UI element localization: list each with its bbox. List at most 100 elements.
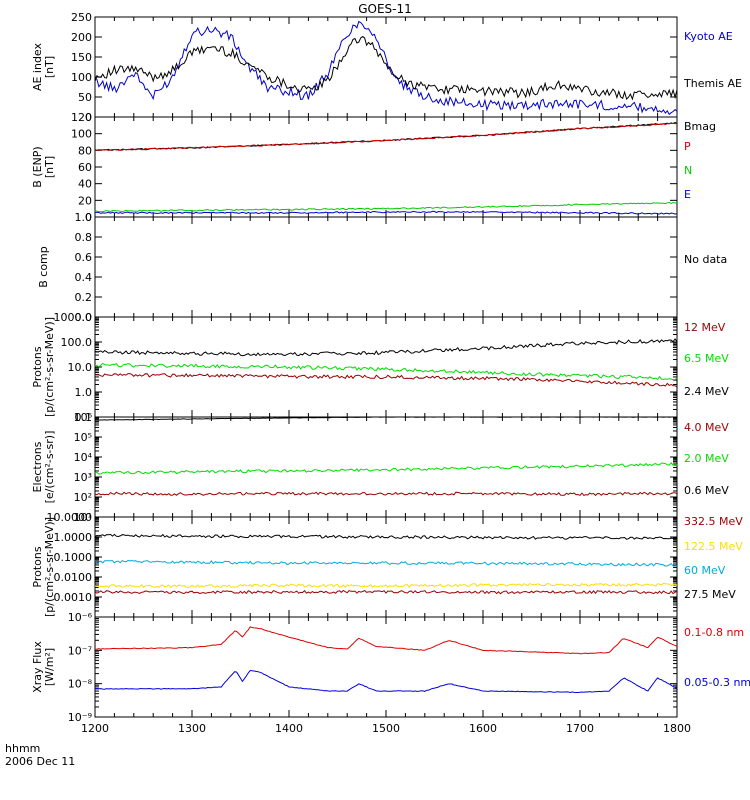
- y-axis-label: [nT]: [43, 56, 56, 78]
- y-tick-label: 150: [71, 51, 92, 64]
- x-tick-label: 1800: [663, 722, 691, 735]
- y-tick-label: 10⁻⁷: [68, 644, 92, 657]
- legend-label: No data: [684, 253, 727, 266]
- y-tick-label: 20: [78, 194, 92, 207]
- legend-label: 2.4 MeV: [684, 385, 729, 398]
- series-line: [94, 582, 678, 589]
- legend-label: 6.5 MeV: [684, 352, 729, 365]
- legend-label: N: [684, 164, 692, 177]
- legend-label: Kyoto AE: [684, 30, 733, 43]
- x-tick-label: 1300: [178, 722, 206, 735]
- panel-frame: [94, 316, 678, 418]
- series-line: [95, 210, 678, 215]
- series-line: [94, 669, 678, 694]
- series-line: [94, 533, 678, 540]
- legend-label: 332.5 MeV: [684, 515, 743, 528]
- legend-label: 4.0 MeV: [684, 421, 729, 434]
- series-line: [94, 362, 678, 381]
- x-tick-label: 1600: [469, 722, 497, 735]
- y-tick-label: 100.0: [61, 336, 93, 349]
- legend-label: 2.0 MeV: [684, 452, 729, 465]
- series-line: [94, 122, 678, 152]
- date-label: 2006 Dec 11: [5, 755, 75, 768]
- legend-label: 60 MeV: [684, 564, 726, 577]
- panel-frame: [94, 516, 678, 618]
- y-tick-label: 60: [78, 161, 92, 174]
- legend-label: 27.5 MeV: [684, 588, 736, 601]
- y-axis-label: Protons: [31, 546, 44, 587]
- y-tick-label: 10⁵: [74, 431, 92, 444]
- series-line: [94, 373, 678, 388]
- series-line: [94, 589, 678, 595]
- series-line: [94, 338, 678, 357]
- legend-label: Bmag: [684, 120, 716, 133]
- y-tick-label: 0.4: [75, 271, 93, 284]
- time-axis-label: hhmm: [5, 742, 40, 755]
- x-tick-label: 1400: [275, 722, 303, 735]
- y-tick-label: 1.0000: [54, 531, 93, 544]
- legend-label: Themis AE: [683, 77, 742, 90]
- series-line: [94, 121, 678, 151]
- y-axis-label: AE index: [31, 42, 44, 91]
- series-line: [94, 20, 678, 116]
- y-tick-label: 10¹: [74, 511, 92, 524]
- y-tick-label: 1.0: [75, 386, 93, 399]
- legend-label: 122.5 MeV: [684, 540, 743, 553]
- y-axis-label: B (ENP): [31, 146, 44, 187]
- series-line: [94, 35, 678, 101]
- y-tick-label: 10⁻⁸: [68, 678, 93, 691]
- y-tick-label: 100: [71, 128, 92, 141]
- legend-label: E: [684, 188, 691, 201]
- y-tick-label: 1.0: [75, 211, 93, 224]
- y-axis-label: [p/(cm²-s-sr-MeV)]: [43, 317, 56, 417]
- panel-2: 0 20 40 60 80 100 120 B (ENP) [nT] Bmag PNE: [31, 111, 716, 224]
- y-tick-label: 0.1000: [54, 551, 93, 564]
- legend-label: 0.1-0.8 nm: [684, 626, 744, 639]
- y-tick-label: 0.0010: [54, 591, 93, 604]
- y-tick-label: 0: [85, 111, 92, 124]
- panel-1: 0 50 100 150 200 250 AE index [nT] Kyoto AE Themi…: [31, 11, 742, 124]
- plot-title: GOES-11: [358, 2, 412, 16]
- y-tick-label: 10⁻⁹: [68, 711, 92, 724]
- y-tick-label: 0: [85, 211, 92, 224]
- panel-4: 0.1 1.0 10.0 100.0 1000.0 Protons [p/(cm²-s-sr…: [31, 311, 729, 424]
- y-axis-label: [e/(cm²-s-sr)]: [43, 431, 56, 504]
- x-tick-label: 1500: [372, 722, 400, 735]
- y-axis-label: [nT]: [43, 156, 56, 178]
- y-tick-label: 10²: [74, 491, 92, 504]
- legend-label: 0.6 MeV: [684, 484, 729, 497]
- series-line: [94, 491, 678, 497]
- legend-label: 0.05-0.3 nm: [684, 676, 750, 689]
- y-tick-label: 200: [71, 31, 92, 44]
- panel-5: 10¹ 10² 10³ 10⁴ 10⁵ 10⁶ Electrons [e/(cm²-s-sr)…: [31, 411, 729, 524]
- panel-7: 10⁻⁹ 10⁻⁸ 10⁻⁷ 10⁻⁶ Xray Flux [W/m²] 0.1-0.8 n…: [31, 611, 750, 724]
- y-tick-label: 0.6: [75, 251, 93, 264]
- y-tick-label: 40: [78, 178, 92, 191]
- panel-frame: [94, 116, 678, 218]
- panel-3: 0.0 0.2 0.4 0.6 0.8 1.0 B comp No data: [37, 211, 727, 324]
- y-tick-label: 10⁶: [74, 411, 93, 424]
- y-tick-label: 0.1: [75, 411, 93, 424]
- y-tick-label: 0.2: [75, 291, 93, 304]
- y-axis-label: Protons: [31, 346, 44, 387]
- y-axis-label: B comp: [37, 246, 50, 288]
- series-line: [94, 461, 678, 475]
- panel-6: 0.0010 0.0100 0.1000 1.0000 10.0000 Protons [p…: [31, 511, 743, 618]
- y-axis-label: Electrons: [31, 441, 44, 492]
- panel-frame: [94, 16, 678, 118]
- y-tick-label: 0.0: [75, 311, 93, 324]
- y-tick-label: 1000.0: [54, 311, 93, 324]
- y-tick-label: 10⁻⁶: [68, 611, 93, 624]
- y-axis-label: [W/m²]: [43, 648, 56, 686]
- x-tick-label: 1700: [566, 722, 594, 735]
- panel-frame: [94, 616, 678, 718]
- series-line: [94, 559, 678, 567]
- y-tick-label: 250: [71, 11, 92, 24]
- y-tick-label: 0.8: [75, 231, 93, 244]
- series-line: [95, 416, 677, 421]
- y-tick-label: 100: [71, 71, 92, 84]
- y-tick-label: 120: [71, 111, 92, 124]
- x-tick-label: 1200: [81, 722, 109, 735]
